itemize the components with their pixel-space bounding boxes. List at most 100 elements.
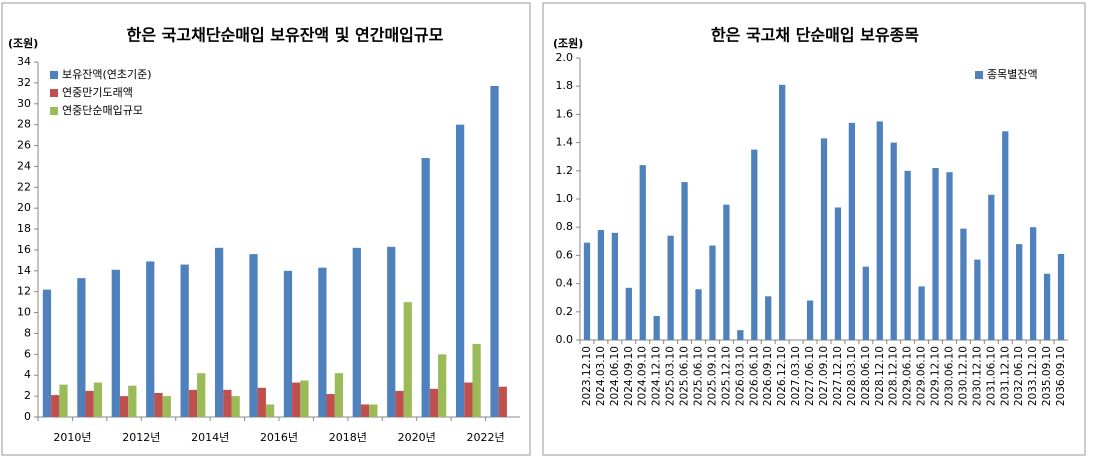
bar bbox=[490, 86, 499, 417]
bar bbox=[318, 267, 327, 417]
bar bbox=[583, 242, 591, 340]
x-tick-label: 2031.06.10 bbox=[985, 346, 997, 406]
x-tick-label: 2026.06.10 bbox=[748, 346, 760, 406]
bar bbox=[292, 382, 301, 417]
x-tick-label: 2027.09.10 bbox=[818, 346, 830, 406]
bar bbox=[59, 384, 68, 417]
bar bbox=[960, 228, 967, 340]
x-tick-label: 2028.12.10 bbox=[874, 346, 886, 406]
x-tick-label: 2036.09.10 bbox=[1055, 346, 1067, 406]
panel-right bbox=[542, 2, 1086, 456]
bar bbox=[904, 170, 911, 340]
y-tick-label: 32 bbox=[17, 76, 31, 89]
x-tick-label: 2033.12.10 bbox=[1027, 346, 1039, 406]
y-tick-label: 34 bbox=[17, 55, 31, 68]
x-tick-label: 2026.09.10 bbox=[762, 346, 774, 406]
bar bbox=[1016, 244, 1023, 340]
bar bbox=[334, 373, 344, 417]
legend-label: 종목별잔액 bbox=[987, 68, 1038, 81]
bar bbox=[709, 245, 716, 340]
bar bbox=[77, 278, 86, 417]
bar bbox=[723, 204, 730, 340]
bar bbox=[1002, 131, 1009, 340]
bar bbox=[223, 389, 232, 417]
y-tick-label: 0.4 bbox=[556, 277, 574, 290]
x-tick-label: 2025.06.10 bbox=[693, 346, 705, 406]
bar bbox=[111, 269, 120, 417]
y-tick-label: 0.6 bbox=[556, 248, 574, 261]
y-tick-label: 1.0 bbox=[556, 192, 574, 205]
y-tick-label: 22 bbox=[17, 180, 31, 193]
bar bbox=[180, 264, 189, 417]
bar bbox=[974, 259, 981, 340]
bar bbox=[695, 289, 702, 340]
bar bbox=[597, 230, 605, 340]
x-tick-label: 2025.12.10 bbox=[720, 346, 732, 406]
bar bbox=[188, 389, 198, 417]
y-tick-label: 1.2 bbox=[556, 164, 574, 177]
x-tick-label: 2029.12.10 bbox=[930, 346, 942, 406]
y-tick-label: 0.2 bbox=[556, 305, 574, 318]
bar bbox=[146, 261, 155, 417]
bar bbox=[765, 296, 772, 340]
bar bbox=[360, 404, 370, 417]
bar bbox=[429, 388, 439, 417]
bar bbox=[455, 124, 465, 417]
bar bbox=[625, 287, 632, 340]
x-tick-label: 2030.12.10 bbox=[971, 346, 983, 406]
y-tick-label: 4 bbox=[24, 368, 31, 381]
x-tick-label: 2022년 bbox=[467, 431, 505, 444]
bar bbox=[283, 270, 293, 417]
bar bbox=[737, 330, 744, 340]
y-tick-label: 24 bbox=[17, 159, 31, 172]
y-tick-label: 10 bbox=[17, 306, 31, 319]
x-tick-label: 2029.06.10 bbox=[902, 346, 914, 406]
x-tick-label: 2031.12.10 bbox=[999, 346, 1011, 406]
y-tick-label: 12 bbox=[17, 285, 31, 298]
bar bbox=[387, 246, 396, 417]
bar bbox=[395, 390, 404, 417]
x-tick-label: 2035.09.10 bbox=[1041, 346, 1053, 406]
x-tick-label: 2018년 bbox=[329, 431, 367, 444]
bar bbox=[326, 394, 335, 417]
bar bbox=[472, 343, 481, 417]
bar bbox=[1057, 253, 1065, 340]
x-tick-label: 2014년 bbox=[191, 431, 229, 444]
bar bbox=[214, 247, 224, 417]
bar bbox=[932, 167, 939, 340]
bar bbox=[464, 382, 473, 417]
bar bbox=[918, 286, 925, 340]
bar bbox=[653, 316, 660, 340]
bar bbox=[834, 207, 842, 340]
bar bbox=[751, 149, 758, 340]
bar bbox=[779, 84, 786, 340]
bar bbox=[820, 138, 828, 340]
y-tick-label: 1.8 bbox=[556, 79, 574, 92]
bar bbox=[51, 395, 60, 417]
bar bbox=[369, 404, 378, 417]
x-tick-label: 2024.09.10 bbox=[623, 346, 635, 406]
bar bbox=[421, 158, 430, 417]
y-tick-label: 30 bbox=[17, 97, 31, 110]
y-tick-label: 0.0 bbox=[556, 333, 574, 346]
x-tick-label: 2024.06.10 bbox=[609, 346, 621, 406]
bar bbox=[862, 266, 869, 340]
bar bbox=[639, 165, 646, 340]
x-tick-label: 2026.12.10 bbox=[776, 346, 788, 406]
y-tick-label: 16 bbox=[17, 243, 31, 256]
bar bbox=[438, 354, 447, 417]
y-tick-label: 1.6 bbox=[556, 107, 574, 120]
bar bbox=[988, 194, 995, 340]
x-tick-label: 2024.03.10 bbox=[595, 346, 607, 406]
bar bbox=[611, 232, 618, 340]
bar bbox=[197, 373, 206, 417]
x-tick-label: 2027.12.10 bbox=[832, 346, 844, 406]
bar bbox=[1043, 273, 1051, 340]
chart-title: 한은 국고채단순매입 보유잔액 및 연간매입규모 bbox=[127, 26, 444, 45]
x-tick-label: 2029.06.10 bbox=[916, 346, 928, 406]
x-tick-label: 2027.03.10 bbox=[790, 346, 802, 406]
y-tick-label: 20 bbox=[17, 201, 31, 214]
x-tick-label: 2024.09.10 bbox=[637, 346, 649, 406]
x-tick-label: 2028.12.10 bbox=[888, 346, 900, 406]
